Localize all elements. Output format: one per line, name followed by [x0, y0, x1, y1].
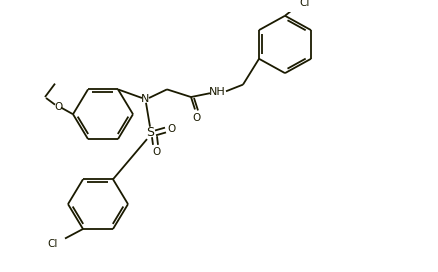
- Text: O: O: [192, 113, 201, 123]
- Text: Cl: Cl: [299, 0, 310, 8]
- Text: O: O: [55, 101, 63, 112]
- Text: O: O: [152, 147, 161, 157]
- Text: N: N: [141, 94, 149, 104]
- Text: O: O: [167, 123, 176, 134]
- Text: NH: NH: [208, 87, 225, 97]
- Text: Cl: Cl: [48, 239, 58, 249]
- Text: S: S: [146, 126, 154, 139]
